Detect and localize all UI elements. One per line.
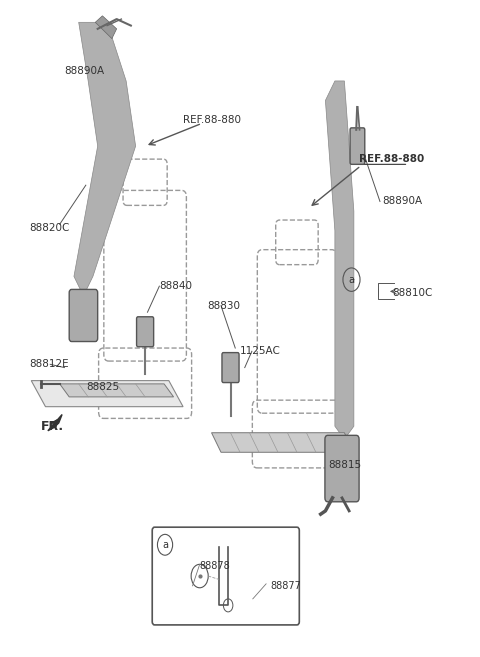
FancyBboxPatch shape — [69, 290, 97, 342]
Text: REF.88-880: REF.88-880 — [183, 115, 241, 125]
FancyBboxPatch shape — [137, 317, 154, 347]
FancyBboxPatch shape — [152, 527, 300, 625]
Polygon shape — [60, 384, 174, 397]
Text: 88877: 88877 — [271, 581, 302, 591]
Polygon shape — [48, 415, 62, 431]
Text: 88815: 88815 — [328, 461, 361, 470]
Text: 88890A: 88890A — [64, 66, 105, 76]
Text: a: a — [348, 275, 355, 284]
Text: 88890A: 88890A — [383, 196, 422, 206]
FancyBboxPatch shape — [350, 128, 365, 164]
Polygon shape — [31, 380, 183, 407]
Text: FR.: FR. — [41, 420, 64, 433]
Polygon shape — [212, 433, 354, 452]
Text: 88825: 88825 — [86, 382, 119, 392]
Polygon shape — [96, 16, 117, 39]
Polygon shape — [325, 81, 354, 440]
Text: 88810C: 88810C — [392, 288, 432, 298]
Polygon shape — [74, 22, 136, 296]
FancyBboxPatch shape — [222, 353, 239, 382]
Text: REF.88-880: REF.88-880 — [359, 154, 424, 164]
Text: 88878: 88878 — [200, 561, 230, 572]
Text: 88812E: 88812E — [29, 359, 69, 369]
FancyBboxPatch shape — [325, 436, 359, 502]
Text: 88830: 88830 — [207, 301, 240, 311]
Text: 1125AC: 1125AC — [240, 346, 281, 356]
Text: 88840: 88840 — [159, 281, 192, 291]
Text: 88820C: 88820C — [29, 223, 69, 233]
Text: a: a — [162, 540, 168, 550]
